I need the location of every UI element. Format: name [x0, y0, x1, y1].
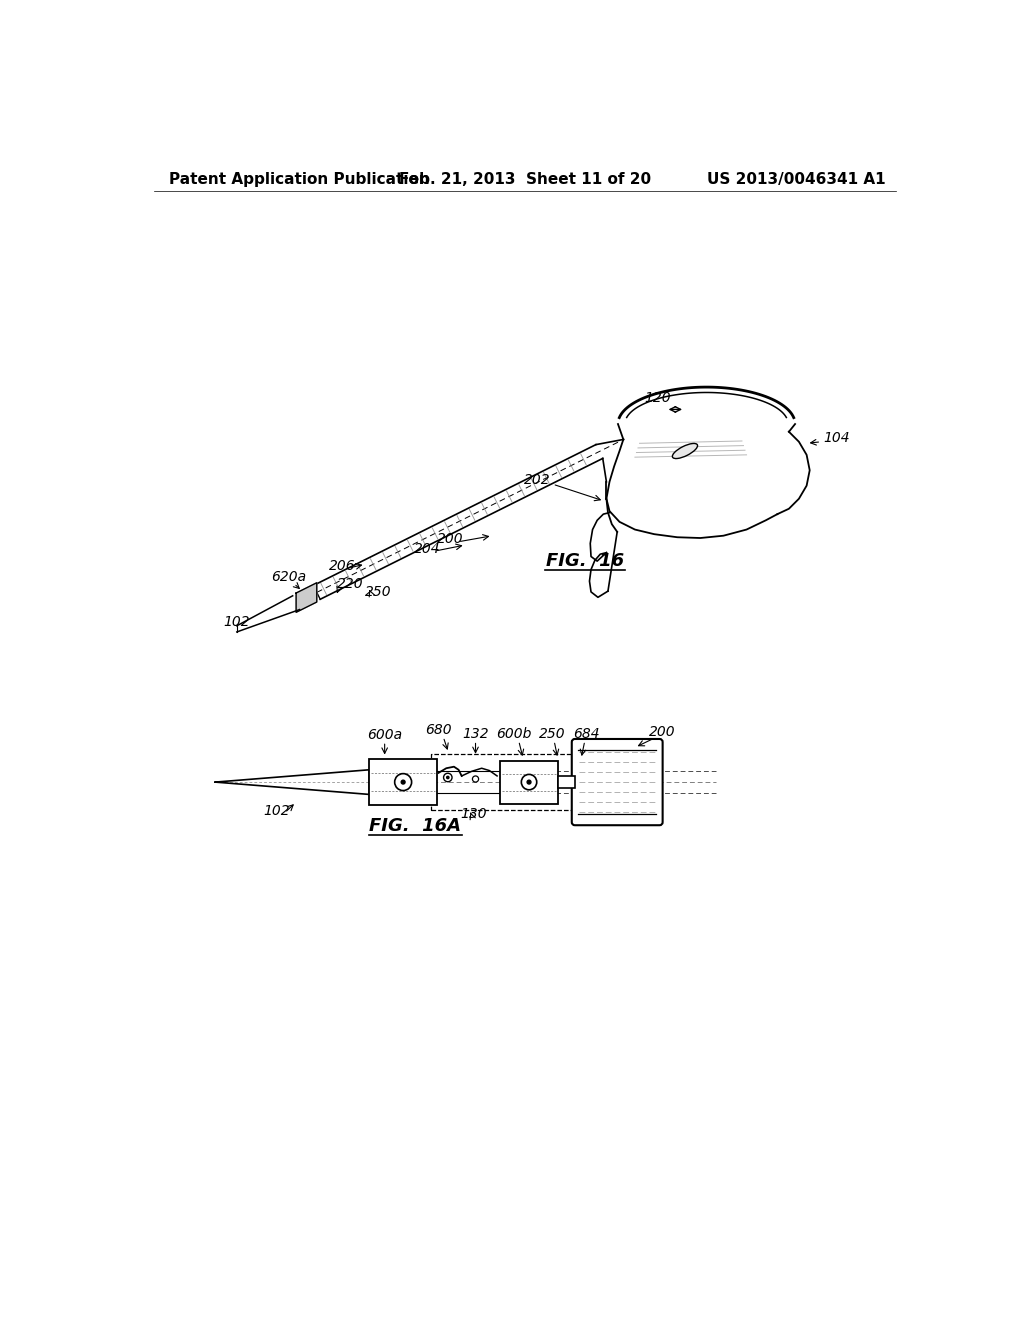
Bar [558, 776, 574, 788]
Polygon shape [215, 770, 370, 795]
Text: Patent Application Publication: Patent Application Publication [169, 173, 430, 187]
Text: 600b: 600b [497, 727, 531, 742]
Circle shape [521, 775, 537, 789]
Bar [370, 759, 437, 805]
Circle shape [401, 780, 406, 784]
Text: 102: 102 [223, 615, 250, 628]
Text: 206: 206 [329, 560, 355, 573]
Text: 684: 684 [573, 727, 600, 742]
Text: FIG.  16A: FIG. 16A [370, 817, 462, 836]
Text: FIG.  16: FIG. 16 [546, 553, 624, 570]
Bar [500, 760, 558, 804]
Text: 104: 104 [823, 430, 850, 445]
Polygon shape [296, 582, 316, 612]
Text: Feb. 21, 2013  Sheet 11 of 20: Feb. 21, 2013 Sheet 11 of 20 [398, 173, 651, 187]
Text: 200: 200 [648, 725, 675, 739]
Text: 132: 132 [462, 727, 488, 742]
Text: 620a: 620a [270, 570, 306, 585]
Text: 202: 202 [523, 473, 550, 487]
Text: 220: 220 [337, 577, 364, 591]
Circle shape [472, 776, 478, 781]
Text: 204: 204 [414, 541, 440, 556]
Text: 600a: 600a [367, 729, 402, 742]
Text: US 2013/0046341 A1: US 2013/0046341 A1 [707, 173, 885, 187]
Bar [431, 755, 580, 810]
Text: 120: 120 [645, 392, 672, 405]
Text: 102: 102 [263, 804, 290, 818]
Circle shape [527, 780, 531, 784]
Text: 250: 250 [366, 585, 392, 599]
Circle shape [446, 776, 449, 779]
Text: 250: 250 [540, 727, 566, 742]
FancyBboxPatch shape [571, 739, 663, 825]
Text: 130: 130 [460, 808, 486, 821]
Text: 200: 200 [437, 532, 464, 546]
Text: 680: 680 [425, 723, 452, 738]
Circle shape [443, 774, 452, 781]
Ellipse shape [673, 444, 697, 458]
Circle shape [394, 774, 412, 791]
